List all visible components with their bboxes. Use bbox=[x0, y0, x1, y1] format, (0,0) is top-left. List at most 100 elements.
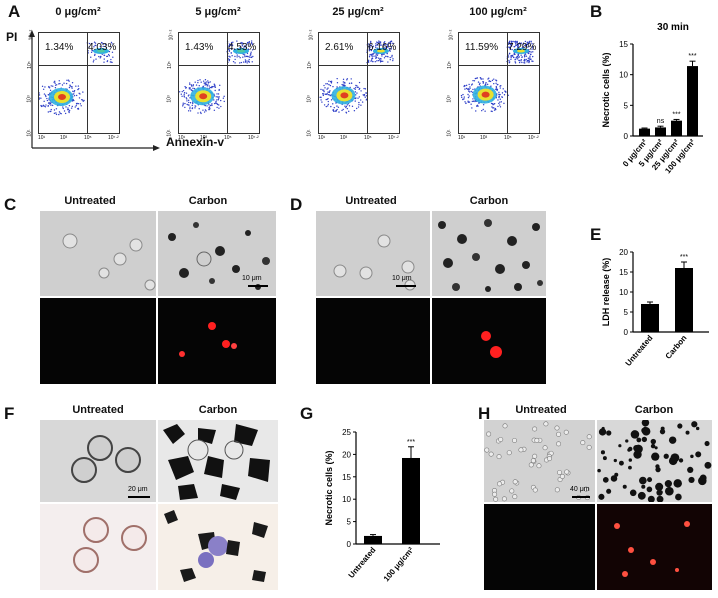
h-untreated-brightfield-image: 40 μm bbox=[484, 420, 595, 502]
panel-label-d: D bbox=[290, 195, 303, 214]
f-carbon-particles-graphic bbox=[163, 424, 270, 500]
panel-label-f: F bbox=[4, 404, 15, 423]
chart-y-tick-label: 15 bbox=[342, 473, 351, 482]
f-untreated-title: Untreated bbox=[72, 404, 124, 416]
h-untreated-fluorescence-image bbox=[484, 504, 595, 590]
flow-x-tick-label: 10³ bbox=[340, 135, 348, 141]
flow-x-tick-label: 10⁷·² bbox=[248, 135, 259, 141]
chart-bar bbox=[687, 66, 698, 136]
d-untreated-brightfield-image: 10 μm bbox=[316, 211, 430, 296]
chart-bar bbox=[364, 535, 382, 544]
d-scale-bar bbox=[396, 285, 416, 287]
c-untreated-cells-graphic bbox=[62, 233, 156, 291]
c-scale-label: 10 μm bbox=[242, 275, 262, 282]
f-carbon-stained-particles-graphic bbox=[164, 510, 268, 582]
flow-x-tick-label: 10¹ bbox=[178, 135, 186, 141]
upper-left-quadrant-percent: 1.34% bbox=[45, 42, 74, 53]
c-fluorescence-spots-graphic bbox=[179, 322, 237, 357]
upper-left-quadrant-percent: 11.59% bbox=[465, 42, 499, 53]
flow-x-axis-label: Annexin-v bbox=[166, 135, 225, 149]
chart-y-axis-label: Necrotic cells (%) bbox=[324, 450, 334, 525]
chart-significance-label: *** bbox=[688, 53, 696, 60]
chart-category-label: Untreated bbox=[347, 545, 378, 579]
flow-y-tick-label: 10⁵ bbox=[166, 61, 173, 69]
flow-x-tick-label: 10¹ bbox=[458, 135, 466, 141]
flow-axis-arrows bbox=[29, 30, 160, 151]
chart-y-axis-label: Necrotic cells (%) bbox=[601, 52, 611, 127]
chart-y-tick-label: 10 bbox=[619, 71, 628, 80]
c-scale-bar bbox=[248, 285, 268, 287]
flow-y-tick-label: 10³ bbox=[306, 95, 313, 103]
flow-x-tick-label: 10⁷·² bbox=[528, 135, 539, 141]
f-carbon-stained-image bbox=[158, 504, 278, 590]
c-carbon-fluorescence-image bbox=[158, 298, 276, 384]
c-untreated-brightfield-image bbox=[40, 211, 156, 296]
panel-label-h: H bbox=[478, 404, 491, 423]
d-carbon-fluorescence-image bbox=[432, 298, 546, 384]
flow-scatter-graphic bbox=[39, 41, 114, 116]
flow-y-tick-label: 10⁵ bbox=[306, 61, 313, 69]
flow-y-tick-label: 10¹ bbox=[446, 129, 453, 137]
flow-y-tick-label: 10³ bbox=[446, 95, 453, 103]
chart-y-axis-label: LDH release (%) bbox=[601, 258, 611, 327]
panel-label-g: G bbox=[300, 404, 314, 423]
gate-vertical-line bbox=[367, 33, 368, 133]
c-carbon-brightfield-image: 10 μm bbox=[158, 211, 276, 296]
gate-horizontal-line bbox=[319, 65, 399, 66]
chart-y-tick-label: 5 bbox=[624, 101, 629, 110]
flow-plot-title: 0 μg/cm² bbox=[55, 6, 101, 18]
flow-y-axis-label: PI bbox=[6, 30, 18, 44]
d-carbon-brightfield-image bbox=[432, 211, 546, 296]
panel-label-b: B bbox=[590, 2, 603, 21]
flow-x-tick-label: 10⁵ bbox=[224, 135, 232, 141]
gate-vertical-line bbox=[507, 33, 508, 133]
c-untreated-fluorescence-image bbox=[40, 298, 156, 384]
chart-e: LDH release (%) 0 5 10 15 20 Untreated *** Carbo… bbox=[601, 248, 709, 368]
flow-y-tick-label: 10⁷·² bbox=[168, 29, 175, 41]
upper-right-quadrant-percent: 4.03% bbox=[88, 42, 117, 53]
chart-y-tick-label: 10 bbox=[342, 495, 351, 504]
d-untreated-title: Untreated bbox=[345, 195, 397, 207]
gate-horizontal-line bbox=[39, 65, 119, 66]
chart-title: 30 min bbox=[657, 22, 689, 33]
flow-y-tick-label: 10⁵ bbox=[26, 61, 33, 69]
flow-scatter-graphic bbox=[460, 40, 534, 113]
c-carbon-particles-graphic bbox=[168, 222, 270, 290]
d-untreated-fluorescence-image bbox=[316, 298, 430, 384]
chart-y-tick-label: 5 bbox=[624, 308, 629, 317]
flow-y-tick-label: 10¹ bbox=[306, 129, 313, 137]
chart-g: Necrotic cells (%) 0 5 10 15 20 25 Untreated ***… bbox=[324, 428, 440, 583]
chart-bar bbox=[655, 127, 666, 136]
upper-left-quadrant-percent: 2.61% bbox=[325, 42, 354, 53]
chart-y-tick-label: 20 bbox=[619, 248, 628, 257]
flow-plot-title: 25 μg/cm² bbox=[332, 6, 384, 18]
chart-significance-label: *** bbox=[407, 439, 415, 446]
panel-label-a: A bbox=[8, 2, 21, 21]
f-scale-bar bbox=[128, 496, 150, 498]
flow-plot: 2.61% 6.16% bbox=[318, 32, 400, 134]
panel-label-e: E bbox=[590, 225, 602, 244]
chart-y-tick-label: 0 bbox=[624, 328, 629, 337]
chart-y-tick-label: 15 bbox=[619, 268, 628, 277]
h-carbon-fluorescence-image bbox=[597, 504, 712, 590]
upper-right-quadrant-percent: 4.53% bbox=[228, 42, 257, 53]
flow-y-tick-label: 10¹ bbox=[166, 129, 173, 137]
chart-bar bbox=[675, 268, 693, 332]
panel-label-c: C bbox=[4, 195, 17, 214]
flow-x-tick-label: 10⁵ bbox=[364, 135, 372, 141]
flow-x-tick-label: 10¹ bbox=[38, 135, 46, 141]
f-untreated-stained-cells-graphic bbox=[73, 517, 147, 573]
f-untreated-stained-image bbox=[40, 504, 156, 590]
chart-y-tick-label: 20 bbox=[342, 450, 351, 459]
f-carbon-title: Carbon bbox=[198, 404, 238, 416]
d-carbon-particles-graphic bbox=[438, 219, 543, 292]
f-scale-label: 20 μm bbox=[128, 486, 148, 493]
flow-x-tick-label: 10³ bbox=[200, 135, 208, 141]
gate-horizontal-line bbox=[459, 65, 539, 66]
flow-x-tick-label: 10⁷·² bbox=[388, 135, 399, 141]
c-carbon-title: Carbon bbox=[188, 195, 228, 207]
flow-x-tick-label: 10⁵ bbox=[84, 135, 92, 141]
chart-y-tick-label: 15 bbox=[619, 40, 628, 49]
d-untreated-cells-graphic bbox=[333, 234, 416, 291]
c-untreated-title: Untreated bbox=[64, 195, 116, 207]
